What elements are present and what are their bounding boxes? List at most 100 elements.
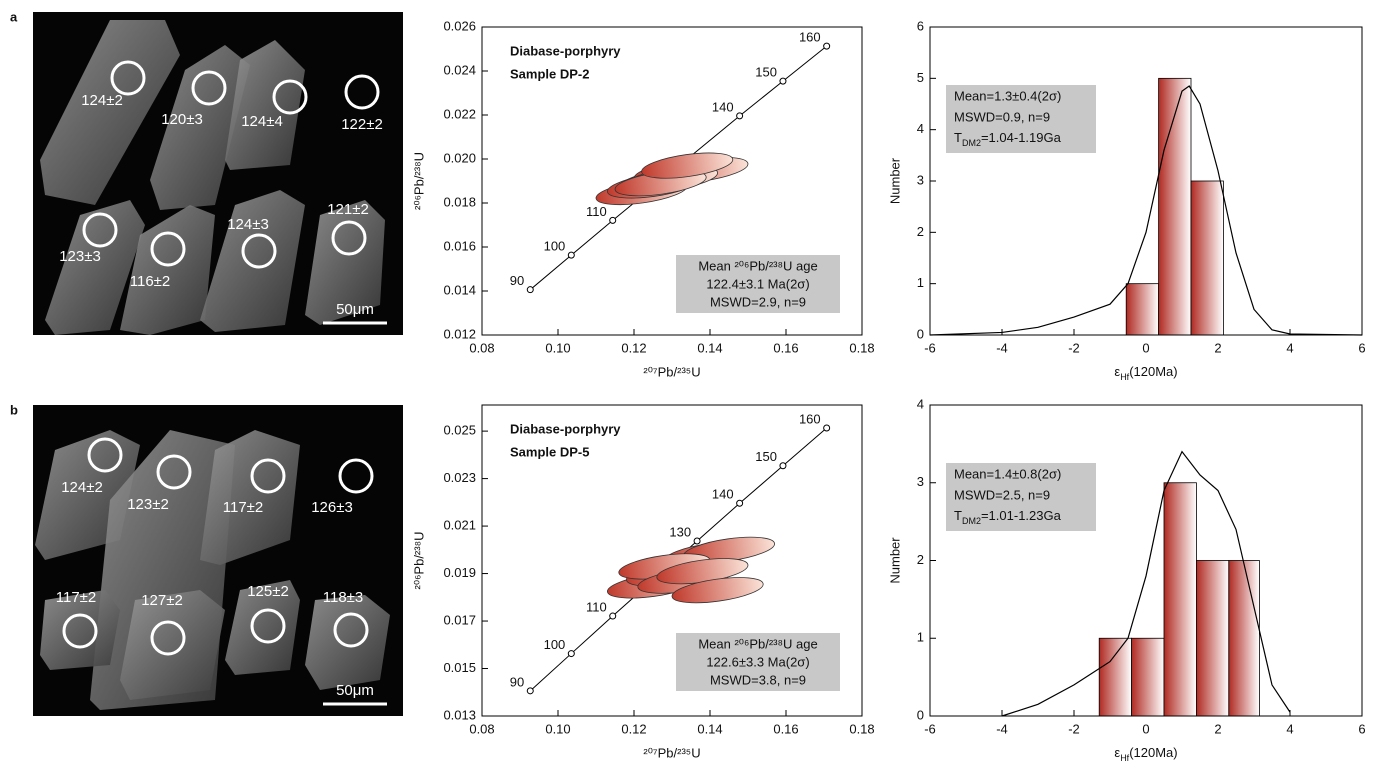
spot-age: 124±4 (241, 113, 283, 130)
age-marker (568, 252, 574, 258)
x-tick-label: 0.08 (469, 340, 494, 355)
x-tick-label: 0.14 (697, 721, 722, 736)
spot-age: 123±3 (59, 248, 101, 265)
y-tick-label: 0.026 (443, 18, 476, 33)
annotation-text: 122.4±3.1 Ma(2σ) (706, 276, 809, 291)
spot-age: 118±3 (323, 589, 364, 606)
annotation-text: MSWD=0.9, n=9 (954, 109, 1050, 124)
x-tick-label: -2 (1068, 340, 1080, 355)
y-tick-label: 0.020 (443, 150, 476, 165)
x-tick-label: 6 (1358, 721, 1365, 736)
page: a124±2120±3124±4122±2123±3116±2124±3121±… (0, 0, 1379, 768)
age-label: 140 (712, 487, 734, 502)
text-segment: =1.04-1.19Ga (981, 130, 1062, 145)
y-tick-label: 0.023 (443, 470, 476, 485)
x-tick-label: -6 (924, 340, 936, 355)
x-tick-label: 0 (1142, 721, 1149, 736)
x-axis-label: εHf(120Ma) (1114, 364, 1177, 382)
histogram-bar (1164, 483, 1196, 716)
age-marker (824, 43, 830, 49)
y-tick-label: 0.015 (443, 660, 476, 675)
age-label: 90 (510, 674, 524, 689)
y-tick-label: 0.012 (443, 326, 476, 341)
spot-age: 123±2 (127, 496, 169, 513)
y-tick-label: 0.013 (443, 707, 476, 722)
x-tick-label: 2 (1214, 340, 1221, 355)
y-axis-label: ²⁰⁶Pb/²³⁸U (411, 532, 426, 590)
y-tick-label: 5 (917, 70, 924, 85)
spot-age: 124±2 (61, 479, 103, 496)
age-marker (824, 425, 830, 431)
annotation-text: MSWD=3.8, n=9 (710, 672, 806, 687)
age-label: 90 (510, 273, 524, 288)
scale-label: 50μm (336, 682, 374, 699)
spot-age: 124±2 (81, 92, 123, 109)
x-tick-label: 0.10 (545, 340, 570, 355)
age-marker (737, 500, 743, 506)
y-axis-label: Number (887, 157, 902, 204)
x-tick-label: 0.16 (773, 721, 798, 736)
y-tick-label: 0.021 (443, 518, 476, 533)
spot-age: 120±3 (161, 111, 203, 128)
annotation-text: Mean ²⁰⁶Pb/²³⁸U age (698, 636, 817, 651)
text-segment: (120Ma) (1129, 364, 1177, 379)
text-segment: DM2 (962, 138, 981, 148)
y-tick-label: 4 (917, 121, 924, 136)
y-tick-label: 0.016 (443, 238, 476, 253)
y-tick-label: 1 (917, 275, 924, 290)
x-tick-label: 0.12 (621, 721, 646, 736)
age-label: 150 (755, 449, 777, 464)
annotation-text: Mean=1.3±0.4(2σ) (954, 88, 1061, 103)
y-tick-label: 6 (917, 18, 924, 33)
chart-title: Diabase-porphyry (510, 421, 621, 436)
age-label: 110 (586, 204, 607, 219)
y-tick-label: 2 (917, 552, 924, 567)
scale-label: 50μm (336, 301, 374, 318)
y-tick-label: 2 (917, 224, 924, 239)
age-marker (737, 113, 743, 119)
x-axis-label: εHf(120Ma) (1114, 745, 1177, 763)
text-segment: =1.01-1.23Ga (981, 508, 1062, 523)
age-label: 130 (669, 524, 691, 539)
x-tick-label: 0.16 (773, 340, 798, 355)
spot-age: 116±2 (130, 273, 171, 290)
age-label: 100 (544, 239, 566, 254)
y-tick-label: 3 (917, 172, 924, 187)
annotation-text: Mean ²⁰⁶Pb/²³⁸U age (698, 258, 817, 273)
spot-age: 124±3 (227, 216, 269, 233)
histogram-bar (1126, 284, 1158, 335)
age-marker (527, 287, 533, 293)
histogram-bar (1099, 638, 1131, 716)
age-marker (780, 78, 786, 84)
histogram-bar (1229, 561, 1260, 717)
x-axis-label: ²⁰⁷Pb/²³⁵U (643, 745, 700, 760)
chart-title: Sample DP-2 (510, 66, 589, 81)
x-tick-label: 0.14 (697, 340, 722, 355)
age-label: 160 (799, 411, 821, 426)
spot-age: 122±2 (341, 116, 383, 133)
x-tick-label: 2 (1214, 721, 1221, 736)
x-tick-label: -4 (996, 721, 1008, 736)
x-tick-label: 6 (1358, 340, 1365, 355)
y-tick-label: 0.017 (443, 612, 476, 627)
y-tick-label: 0.025 (443, 423, 476, 438)
x-axis-label: ²⁰⁷Pb/²³⁵U (643, 364, 700, 379)
y-tick-label: 0.024 (443, 62, 476, 77)
spot-age: 127±2 (141, 592, 183, 609)
y-tick-label: 1 (917, 630, 924, 645)
age-label: 140 (712, 99, 734, 114)
y-tick-label: 0.018 (443, 194, 476, 209)
spot-age: 125±2 (247, 583, 289, 600)
age-label: 160 (799, 30, 821, 45)
spot-age: 121±2 (327, 201, 369, 218)
y-tick-label: 3 (917, 474, 924, 489)
age-label: 100 (544, 637, 566, 652)
x-tick-label: 0.12 (621, 340, 646, 355)
y-tick-label: 0.022 (443, 106, 476, 121)
x-tick-label: 0 (1142, 340, 1149, 355)
annotation-text: 122.6±3.3 Ma(2σ) (706, 654, 809, 669)
y-tick-label: 0 (917, 326, 924, 341)
x-tick-label: -6 (924, 721, 936, 736)
figure: a124±2120±3124±4122±2123±3116±2124±3121±… (0, 0, 1379, 768)
text-segment: (120Ma) (1129, 745, 1177, 760)
